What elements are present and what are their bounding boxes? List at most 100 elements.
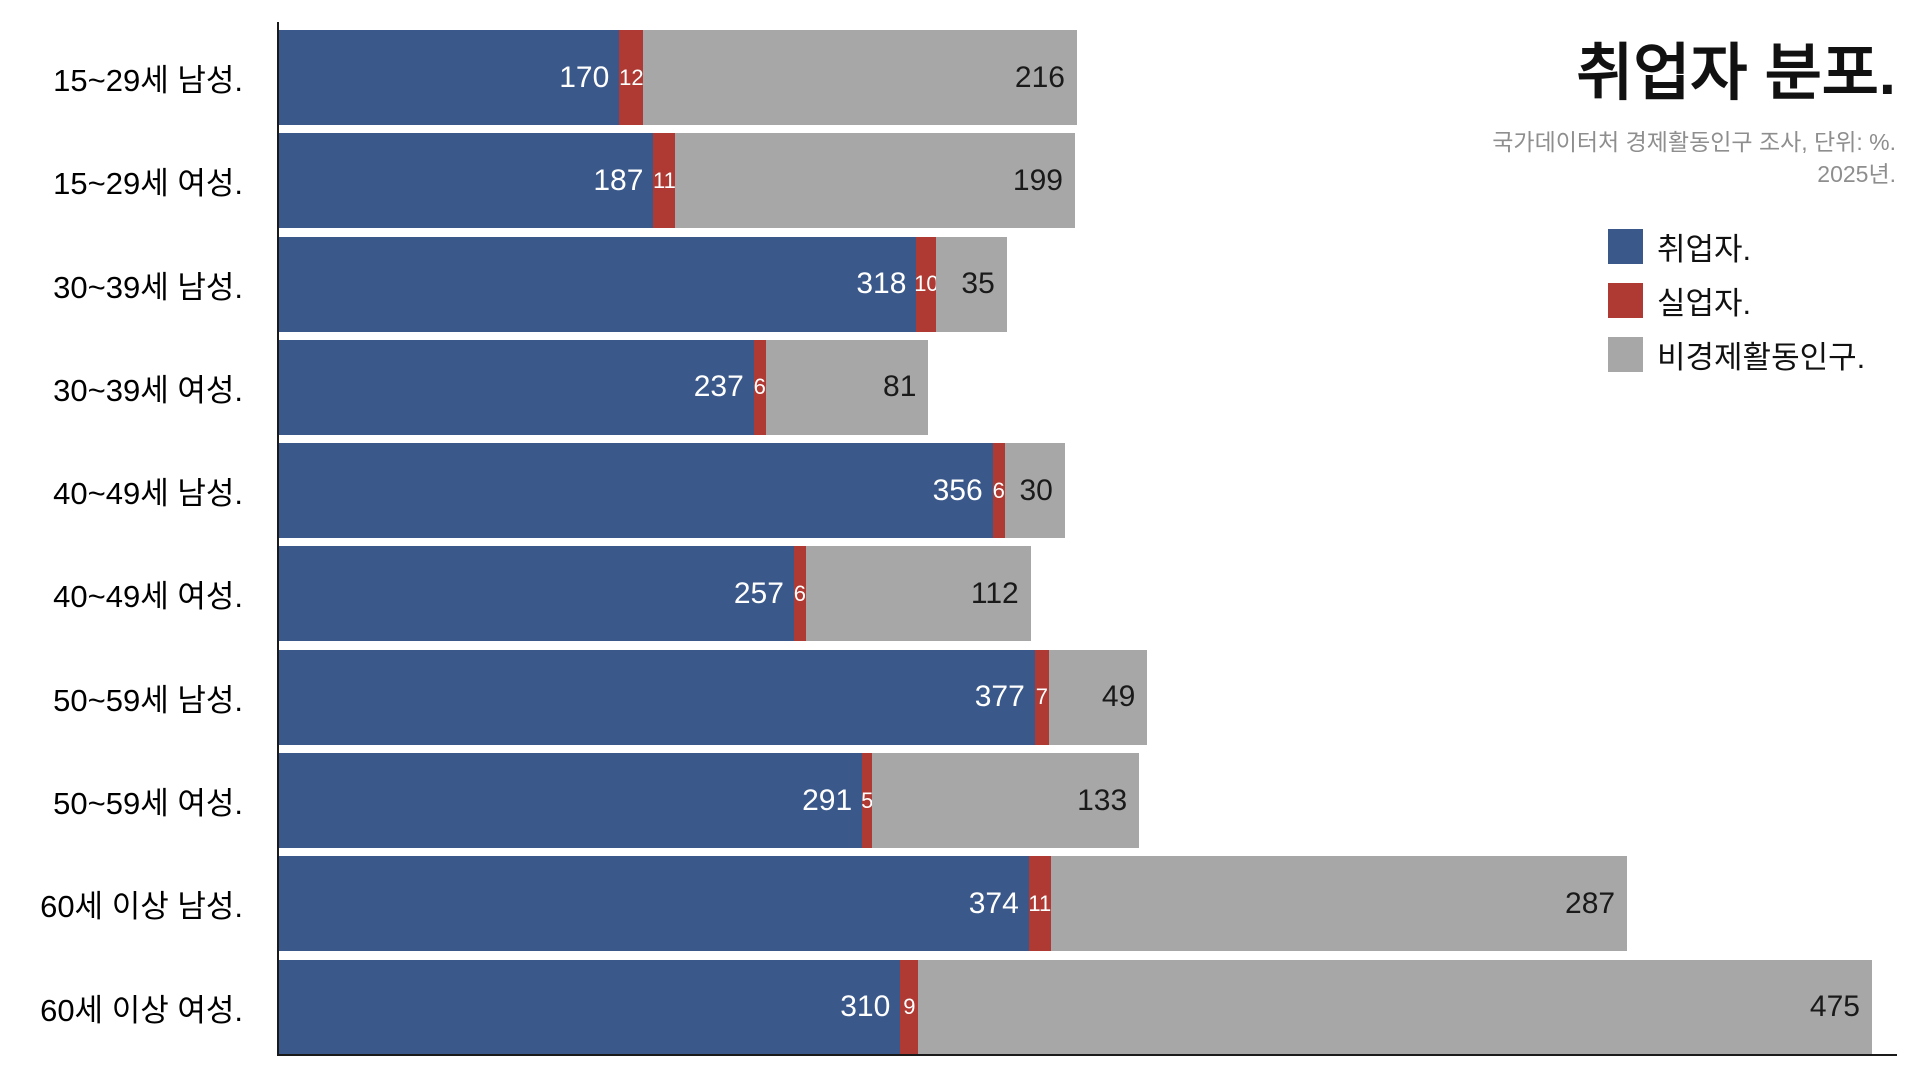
category-label: 60세 이상 남성. <box>40 889 243 925</box>
unemployed-value-label: 6 <box>753 374 766 400</box>
bar-track: 237 6 81 <box>278 339 929 435</box>
category-label: 50~59세 남성. <box>53 682 243 718</box>
chart-subtitle-line1: 국가데이터처 경제활동인구 조사, 단위: %. <box>1492 129 1896 155</box>
category-label: 30~39세 남성. <box>53 269 243 305</box>
unemployed-value-label: 6 <box>793 580 807 606</box>
unemployed-bar-segment: 11 <box>653 133 676 229</box>
category-label: 30~39세 여성. <box>53 372 243 408</box>
unemployed-bar-segment: 9 <box>900 959 919 1055</box>
employed-bar-segment: 170 <box>278 30 620 125</box>
legend-item: 비경제활동인구. <box>1608 332 1865 377</box>
category-label: 15~29세 남성. <box>53 63 243 98</box>
inactive-bar-segment: 199 <box>675 133 1075 229</box>
inactive-bar-segment: 133 <box>872 753 1140 849</box>
legend: 취업자. 실업자. 비경제활동인구. <box>1608 224 1865 386</box>
bar-track: 318 10 35 <box>278 236 1007 332</box>
inactive-bar-segment: 30 <box>1004 443 1065 539</box>
inactive-bar-segment: 112 <box>805 546 1031 642</box>
bar-track: 377 7 49 <box>278 649 1148 745</box>
bar-track: 187 11 199 <box>278 133 1075 229</box>
employed-value-label: 291 <box>802 783 853 817</box>
bar-track: 257 6 112 <box>278 546 1031 642</box>
chart-title: 취업자 분포. <box>1576 39 1896 108</box>
unemployed-bar-segment: 6 <box>992 443 1005 539</box>
employed-bar-segment: 310 <box>278 959 901 1055</box>
inactive-bar-segment: 35 <box>936 236 1007 332</box>
unemployed-bar-segment: 7 <box>1034 649 1049 745</box>
bar-rows-container: 15~29세 남성. 170 12 216 15~29세 여성. 187 11 … <box>0 22 1920 1055</box>
employed-value-label: 356 <box>932 473 983 507</box>
bar-row: 40~49세 여성. 257 6 112 <box>0 546 1920 642</box>
inactive-value-label: 30 <box>1019 473 1053 507</box>
inactive-value-label: 49 <box>1101 680 1136 714</box>
employed-bar-segment: 377 <box>278 649 1035 745</box>
inactive-value-label: 475 <box>1809 990 1860 1024</box>
employed-bar-segment: 257 <box>278 546 794 642</box>
unemployed-value-label: 9 <box>903 994 916 1020</box>
legend-swatch-icon <box>1608 337 1643 372</box>
employed-value-label: 310 <box>840 990 891 1024</box>
employed-value-label: 170 <box>559 60 610 94</box>
unemployed-value-label: 10 <box>914 271 939 297</box>
bar-track: 374 11 287 <box>278 856 1628 952</box>
legend-item: 취업자. <box>1608 224 1865 269</box>
unemployed-value-label: 6 <box>992 477 1005 503</box>
employed-bar-segment: 187 <box>278 133 654 229</box>
x-axis-line <box>277 1054 1897 1056</box>
employed-bar-segment: 318 <box>278 236 917 332</box>
bar-row: 50~59세 남성. 377 7 49 <box>0 649 1920 745</box>
unemployed-bar-segment: 11 <box>1028 856 1052 952</box>
legend-item-label: 비경제활동인구. <box>1657 340 1866 375</box>
bar-track: 356 6 30 <box>278 443 1065 539</box>
category-label: 60세 이상 여성. <box>40 992 243 1028</box>
legend-item-label: 취업자. <box>1657 232 1752 267</box>
category-label: 50~59세 여성. <box>53 786 243 822</box>
category-label: 40~49세 여성. <box>53 579 243 615</box>
unemployed-value-label: 7 <box>1035 684 1048 710</box>
inactive-bar-segment: 81 <box>765 339 929 435</box>
employed-bar-segment: 356 <box>278 443 993 539</box>
bar-track: 310 9 475 <box>278 959 1872 1055</box>
chart-subtitle-line2: 2025년. <box>1817 161 1896 188</box>
unemployed-value-label: 11 <box>1028 890 1052 916</box>
employed-value-label: 237 <box>693 370 744 404</box>
inactive-value-label: 216 <box>1014 60 1065 94</box>
inactive-bar-segment: 475 <box>918 959 1872 1055</box>
legend-swatch-icon <box>1608 229 1643 264</box>
unemployed-value-label: 12 <box>619 64 644 90</box>
inactive-value-label: 81 <box>883 370 917 404</box>
legend-swatch-icon <box>1608 283 1643 318</box>
legend-item-label: 실업자. <box>1657 286 1752 321</box>
bar-row: 15~29세 여성. 187 11 199 <box>0 133 1920 229</box>
bar-row: 40~49세 남성. 356 6 30 <box>0 443 1920 539</box>
chart-subtitle: 국가데이터처 경제활동인구 조사, 단위: %. 2025년. <box>1492 126 1896 190</box>
bar-row: 30~39세 여성. 237 6 81 <box>0 339 1920 435</box>
unemployed-bar-segment: 6 <box>793 546 807 642</box>
legend-item: 실업자. <box>1608 278 1865 323</box>
unemployed-bar-segment: 5 <box>861 753 873 849</box>
bar-row: 15~29세 남성. 170 12 216 <box>0 30 1920 125</box>
employed-value-label: 318 <box>856 267 907 301</box>
category-label: 15~29세 여성. <box>53 166 243 202</box>
employed-bar-segment: 374 <box>278 856 1029 952</box>
unemployed-bar-segment: 6 <box>753 339 766 435</box>
inactive-value-label: 287 <box>1565 886 1616 920</box>
unemployed-value-label: 11 <box>653 167 676 193</box>
employed-value-label: 374 <box>968 886 1019 920</box>
unemployed-bar-segment: 10 <box>914 236 939 332</box>
bar-track: 291 5 133 <box>278 753 1140 849</box>
category-label: 40~49세 남성. <box>53 476 243 512</box>
unemployed-bar-segment: 12 <box>619 30 644 125</box>
inactive-value-label: 112 <box>970 576 1019 610</box>
bar-row: 50~59세 여성. 291 5 133 <box>0 753 1920 849</box>
bar-row: 60세 이상 남성. 374 11 287 <box>0 856 1920 952</box>
bar-track: 170 12 216 <box>278 30 1077 125</box>
inactive-bar-segment: 287 <box>1050 856 1628 952</box>
inactive-bar-segment: 49 <box>1048 649 1148 745</box>
employed-value-label: 187 <box>593 163 644 197</box>
employed-value-label: 377 <box>974 680 1025 714</box>
inactive-bar-segment: 216 <box>643 30 1077 125</box>
employed-bar-segment: 237 <box>278 339 754 435</box>
employed-value-label: 257 <box>733 576 784 610</box>
